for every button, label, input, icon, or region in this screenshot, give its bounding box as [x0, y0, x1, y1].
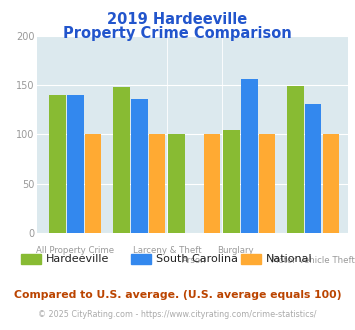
Text: Motor Vehicle Theft: Motor Vehicle Theft [271, 256, 355, 265]
Bar [168, 135, 185, 233]
Bar [241, 79, 258, 233]
Bar [259, 135, 275, 233]
Bar [113, 87, 130, 233]
Text: Arson: Arson [182, 256, 207, 265]
Bar [323, 135, 339, 233]
Text: All Property Crime: All Property Crime [36, 247, 115, 255]
Bar [305, 104, 322, 233]
Text: National: National [266, 254, 313, 264]
Text: Burglary: Burglary [217, 247, 253, 255]
Text: © 2025 CityRating.com - https://www.cityrating.com/crime-statistics/: © 2025 CityRating.com - https://www.city… [38, 310, 317, 319]
Bar [149, 135, 165, 233]
Bar [131, 99, 148, 233]
Text: Compared to U.S. average. (U.S. average equals 100): Compared to U.S. average. (U.S. average … [14, 290, 341, 300]
Bar [223, 130, 240, 233]
Bar [49, 95, 66, 233]
Text: Hardeeville: Hardeeville [46, 254, 110, 264]
Text: Property Crime Comparison: Property Crime Comparison [63, 26, 292, 41]
Bar [85, 135, 102, 233]
Bar [204, 135, 220, 233]
Text: 2019 Hardeeville: 2019 Hardeeville [107, 12, 248, 26]
Text: Larceny & Theft: Larceny & Theft [132, 247, 201, 255]
Bar [287, 86, 304, 233]
Bar [67, 95, 84, 233]
Text: South Carolina: South Carolina [156, 254, 238, 264]
